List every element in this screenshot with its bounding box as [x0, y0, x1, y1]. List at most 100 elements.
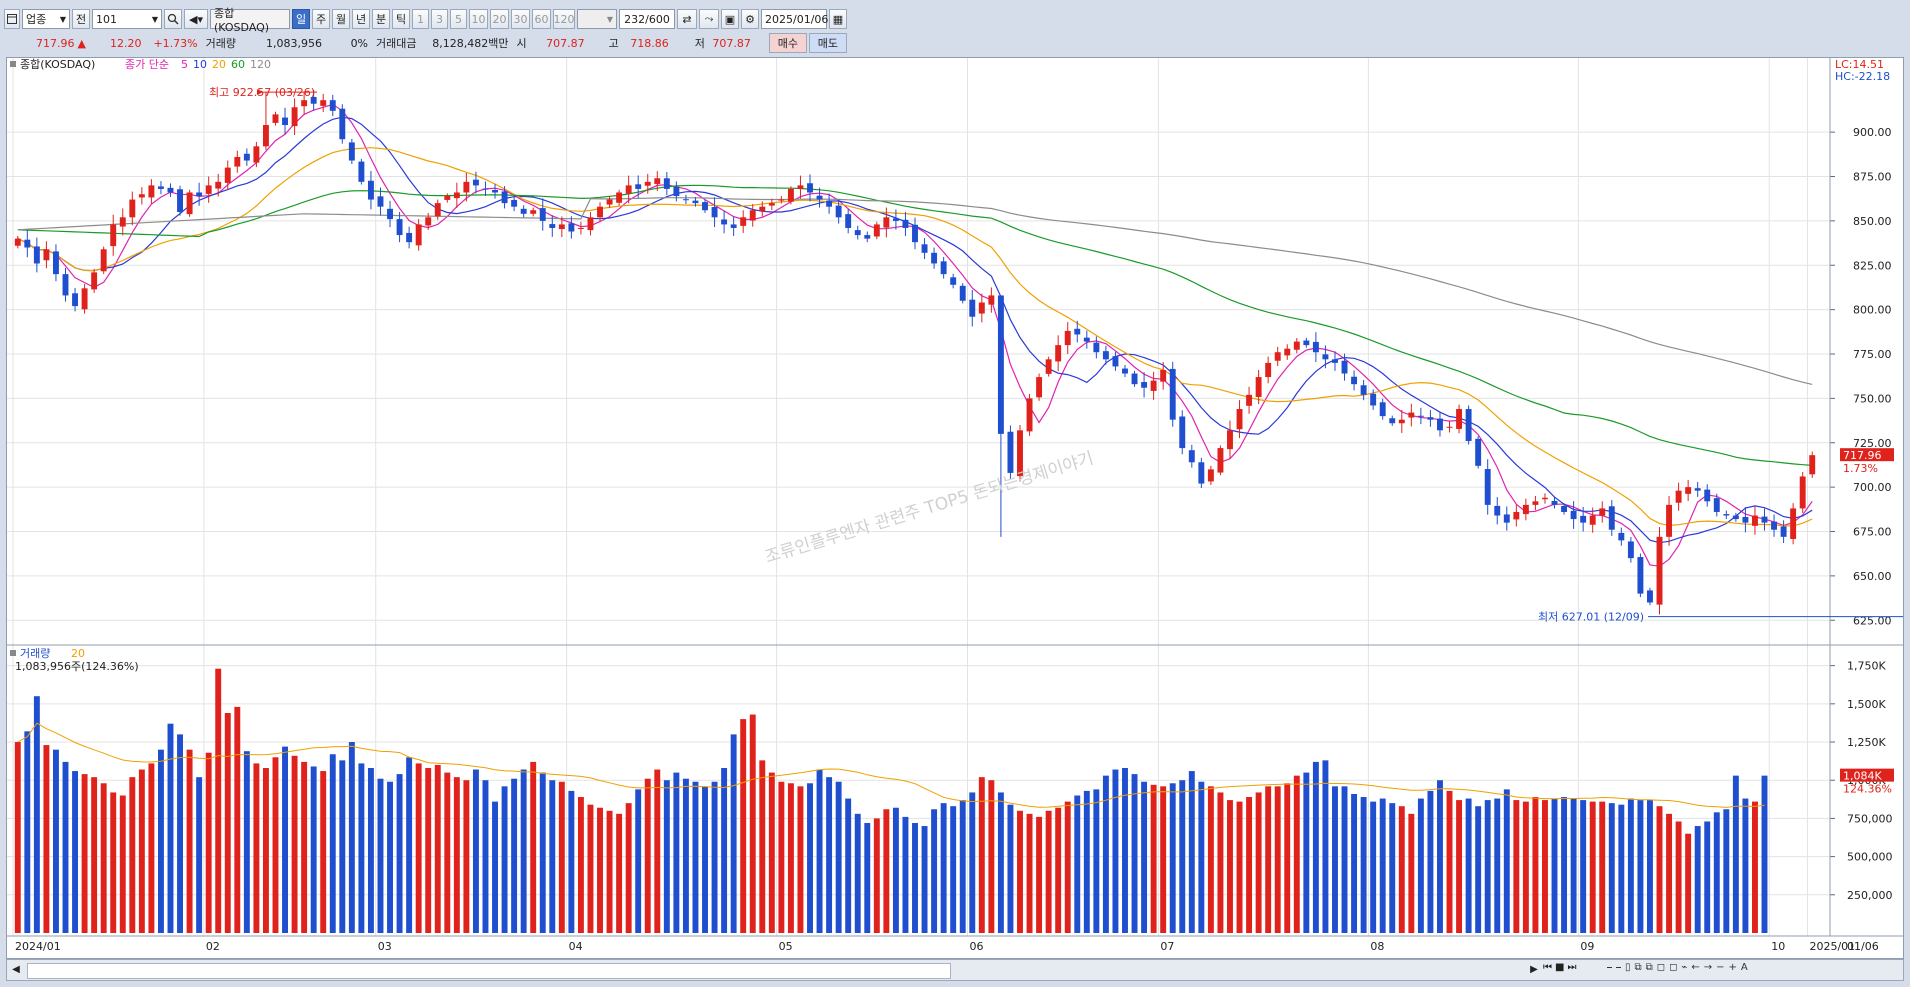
volume-bar [778, 781, 785, 933]
playback-controls[interactable]: ⏮■⏭ [1543, 962, 1580, 973]
candle [1685, 487, 1692, 494]
calendar-icon[interactable]: ▦ [829, 9, 847, 29]
candle [24, 239, 31, 248]
ma10-line [17, 116, 1813, 544]
y-tick-label: 650.00 [1853, 570, 1892, 583]
period-tab-day[interactable]: 일 [292, 9, 310, 29]
x-axis-right-label: 01/06 [1847, 940, 1879, 953]
open-value: 707.87 [546, 36, 585, 50]
scroll-right-icon[interactable]: ▶ [1530, 964, 1538, 975]
interval-60[interactable]: 60 [532, 9, 551, 29]
candle [110, 224, 117, 247]
custom-interval-select[interactable]: ▼ [577, 9, 617, 29]
annotation-arrows [256, 89, 1910, 618]
candle [1494, 505, 1501, 516]
candle [864, 235, 871, 239]
amount-label: 거래대금 [376, 37, 417, 50]
candle [663, 178, 670, 189]
buy-button[interactable]: 매수 [768, 33, 807, 53]
search-icon[interactable] [164, 9, 182, 29]
category-select[interactable]: 업종 ▼ [22, 9, 70, 29]
candle [62, 274, 69, 296]
volume-bar [663, 780, 670, 933]
volume-bar [873, 818, 880, 933]
interval-1[interactable]: 1 [412, 9, 429, 29]
candle [43, 249, 50, 261]
interval-10[interactable]: 10 [469, 9, 488, 29]
candle [902, 219, 909, 228]
chart-tool-icon[interactable]: ⤳ [699, 9, 719, 29]
interval-30[interactable]: 30 [511, 9, 530, 29]
y-tick-label: 700.00 [1853, 481, 1892, 494]
save-icon[interactable]: ▣ [721, 9, 739, 29]
candle [1627, 541, 1634, 559]
candle [320, 100, 327, 106]
volume-bar [1017, 810, 1023, 933]
period-tab-tick[interactable]: 틱 [392, 9, 410, 29]
candle [1007, 431, 1014, 473]
candle [1427, 417, 1434, 420]
candle [1351, 376, 1358, 385]
candle [1732, 515, 1739, 520]
price-y-axis: 625.00 650.00 675.00 700.00 725.00 750.00 775.… [1830, 126, 1892, 627]
interval-3[interactable]: 3 [431, 9, 448, 29]
period-tab-minute[interactable]: 분 [372, 9, 390, 29]
index-name-field: 종합(KOSDAQ) [210, 7, 290, 34]
code-input[interactable]: 101 ▼ [92, 9, 162, 29]
volume-bar [577, 797, 584, 933]
interval-5[interactable]: 5 [450, 9, 467, 29]
candle [816, 195, 823, 200]
chart-panel[interactable]: 625.00 650.00 675.00 700.00 725.00 750.00 775.… [6, 57, 1910, 959]
candle [282, 117, 288, 126]
scroll-thumb[interactable] [27, 963, 951, 979]
candle [1303, 340, 1310, 346]
y-tick-label: 875.00 [1853, 171, 1892, 184]
candle [196, 192, 203, 197]
volume-bar [453, 777, 460, 933]
date-field[interactable]: 2025/01/06 [761, 9, 828, 29]
market-button[interactable]: 전 [72, 9, 90, 29]
count-field[interactable]: 232/600 [619, 9, 675, 29]
candle [1332, 359, 1338, 363]
candle [940, 261, 947, 275]
horizontal-scrollbar[interactable]: ◀ ▶ ⏮■⏭ ⎯⎯▯⧉⧉◻◻⌁←→−+A [6, 959, 1904, 981]
volume-bar [1580, 800, 1587, 933]
candle [597, 206, 603, 218]
period-tab-week[interactable]: 주 [312, 9, 330, 29]
candle [91, 272, 98, 290]
interval-20[interactable]: 20 [490, 9, 509, 29]
interval-120[interactable]: 120 [553, 9, 575, 29]
candle [243, 153, 250, 161]
volume-bar [1713, 812, 1720, 933]
candle [444, 196, 451, 200]
candle [52, 251, 59, 275]
period-tab-year[interactable]: 년 [352, 9, 370, 29]
candle [358, 161, 365, 182]
candle [1188, 450, 1195, 463]
period-tab-month[interactable]: 월 [332, 9, 350, 29]
volume-bar [931, 809, 938, 933]
candle [215, 181, 222, 189]
volume-bar [1542, 800, 1548, 933]
volume-bar [243, 751, 250, 933]
volume-bar [72, 771, 79, 933]
volume-bar [520, 769, 527, 933]
sell-button[interactable]: 매도 [808, 33, 847, 53]
volume-bar [1627, 798, 1634, 933]
gear-icon[interactable]: ⚙ [741, 9, 759, 29]
zoom-icon[interactable]: ⇄ [677, 9, 697, 29]
view-tools-icon[interactable]: ⎯⎯▯⧉⧉◻◻⌁←→−+A [1607, 962, 1752, 973]
high-annotation: 최고 922.57 (03/26) [209, 86, 315, 99]
scroll-left-icon[interactable]: ◀ [12, 964, 20, 975]
sound-icon[interactable]: ◀▾ [184, 9, 208, 29]
volume-bar [1656, 806, 1663, 933]
x-tick-label: 04 [569, 940, 583, 953]
volume-bar [224, 713, 231, 933]
volume-bar [1751, 801, 1758, 933]
candle [1522, 504, 1529, 515]
chart-canvas[interactable]: 625.00 650.00 675.00 700.00 725.00 750.00 775.… [7, 58, 1910, 958]
layout-icon[interactable] [4, 9, 20, 29]
volume-bar [358, 763, 365, 933]
y-tick-label: 725.00 [1853, 437, 1892, 450]
candle [997, 295, 1004, 434]
